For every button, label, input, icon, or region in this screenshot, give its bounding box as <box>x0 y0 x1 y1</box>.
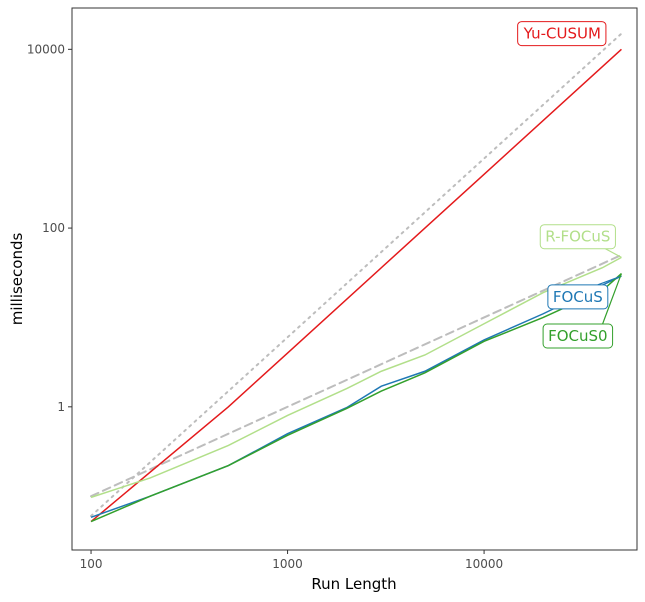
series-line-yu-cusum <box>90 48 622 523</box>
series-label-text: Yu-CUSUM <box>523 25 601 43</box>
reference-lines <box>90 32 623 518</box>
x-tick-label: 100 <box>80 557 103 571</box>
series-labels: Yu-CUSUM R-FOCuS FOCuS FOCuS0 <box>517 21 623 349</box>
series-line-focus <box>90 275 622 519</box>
reference-line-dotted <box>90 32 623 518</box>
series-label-text: FOCuS0 <box>548 327 607 345</box>
series-label-text: R-FOCuS <box>545 228 610 246</box>
series-lines <box>90 48 622 523</box>
series-line-r-focus <box>90 256 622 499</box>
series-label-box <box>539 224 616 250</box>
series-label-box <box>517 21 607 47</box>
series-label-connector <box>602 273 623 325</box>
y-axis-title: milliseconds <box>8 233 26 326</box>
series-label-text: FOCuS <box>553 288 603 306</box>
y-tick-label: 10000 <box>27 42 65 56</box>
series-label-box <box>547 284 609 310</box>
series-label-box <box>542 323 614 349</box>
axes: 100 1000 10000 1 100 10000 <box>27 42 503 571</box>
series-label-focus0: FOCuS0 <box>542 273 623 349</box>
y-tick-label: 100 <box>42 221 65 235</box>
plot-panel-border <box>71 7 638 551</box>
x-tick-label: 10000 <box>465 557 503 571</box>
series-label-focus: FOCuS <box>547 275 622 310</box>
series-label-connector <box>597 275 622 286</box>
x-axis-title: Run Length <box>311 575 396 593</box>
series-label-connector <box>605 248 622 258</box>
series-line-focus0 <box>90 272 622 523</box>
y-tick-label: 1 <box>57 400 65 414</box>
reference-line-dashed <box>90 253 623 498</box>
plot-frame <box>71 7 638 551</box>
series-label-yu-cusum: Yu-CUSUM <box>517 21 607 47</box>
series-label-r-focus: R-FOCuS <box>539 224 622 258</box>
x-tick-label: 1000 <box>272 557 303 571</box>
